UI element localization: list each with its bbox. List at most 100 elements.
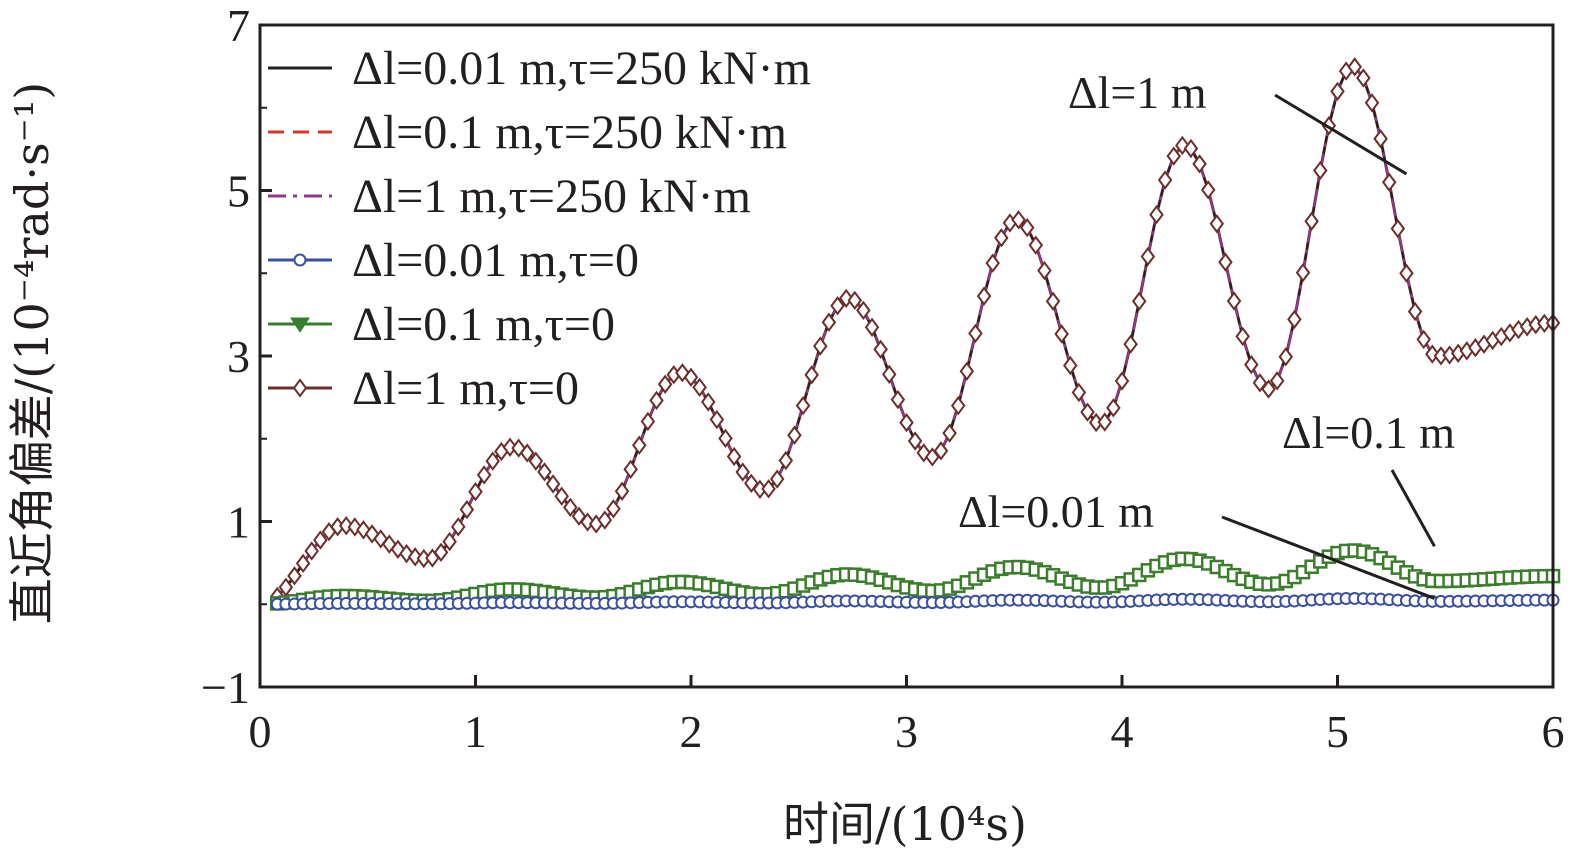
data-point-diamond [623,459,638,479]
annotation-layer: Δl=1 m Δl=0.1 m Δl=0.01 m [958,67,1455,600]
data-point-diamond [830,296,845,316]
data-point-diamond [847,290,863,311]
data-point-diamond [726,446,742,467]
data-point-diamond [813,336,828,356]
data-point-diamond [1381,172,1397,192]
data-point-diamond [1356,68,1371,88]
data-point-diamond [873,339,888,360]
data-point-triangle [290,317,310,333]
data-point-diamond [304,541,319,561]
legend-item: Δl=0.1 m,τ=0 [268,298,615,351]
data-point-diamond [1097,412,1113,432]
x-tick-label: 0 [249,706,272,757]
data-point-diamond [968,323,983,344]
data-point-diamond [1209,214,1225,234]
x-tick-label: 5 [1326,706,1349,757]
data-point-diamond [485,451,500,471]
y-axis-title: 直近角偏差/(10⁻⁴rad·s⁻¹) [5,82,59,624]
data-point-diamond [1373,129,1388,149]
data-point-diamond [640,411,656,432]
data-point-diamond [1037,260,1052,281]
data-point-diamond [519,443,535,463]
data-point-diamond [614,481,630,501]
data-point-diamond [1425,344,1440,364]
legend: Δl=0.01 m,τ=250 kN·m Δl=0.1 m,τ=250 kN·m Δ… [268,42,811,415]
data-point-diamond [1166,146,1181,166]
data-point-diamond [709,409,725,430]
data-point-diamond [459,499,475,520]
x-tick-label: 1 [464,706,487,757]
data-point-diamond [735,462,750,482]
data-point-diamond [468,482,483,502]
data-point-diamond [554,486,569,506]
data-point-diamond [537,462,552,482]
data-point-diamond [502,437,518,457]
data-point-diamond [1054,324,1069,344]
x-axis-title: 时间/(10⁴s) [783,797,1027,851]
data-point-diamond [563,497,578,518]
annotation-label: Δl=0.01 m [958,486,1154,537]
data-point-diamond [856,300,871,321]
data-point-circle [293,253,307,267]
y-tick-label: 3 [227,331,250,382]
data-point-diamond [1330,81,1345,102]
data-point-diamond [1011,210,1026,230]
series--l-0-01-m [270,591,1560,611]
data-point-diamond [1287,309,1302,330]
data-point-diamond [287,566,302,586]
legend-label: Δl=1 m,τ=250 kN·m [352,170,751,223]
data-point-diamond [1063,355,1078,376]
x-tick-label: 6 [1542,706,1565,757]
data-point-diamond [985,253,1000,273]
series--l-1-m [269,57,1561,607]
data-point-diamond [700,392,716,412]
data-point-diamond [292,378,308,398]
data-point-diamond [1192,154,1207,174]
data-point-diamond [1244,354,1259,375]
data-point-diamond [1226,291,1242,311]
data-point-diamond [657,374,673,394]
legend-label: Δl=0.1 m,τ=0 [352,298,615,351]
x-tick-label: 3 [895,706,918,757]
y-tick-label: −1 [201,662,250,713]
data-point-diamond [882,364,897,384]
data-point-diamond [1200,180,1216,200]
legend-label: Δl=0.01 m,τ=250 kN·m [352,42,811,95]
data-point-diamond [890,389,906,410]
data-point-diamond [1295,262,1311,283]
annotation-leader [1274,93,1408,176]
data-point-diamond [778,450,794,471]
data-point-diamond [1114,371,1130,391]
data-point-diamond [787,425,802,445]
y-tick-label: 5 [227,166,250,217]
data-point-diamond [1364,93,1380,113]
annotation-leader [1390,469,1436,548]
data-point-diamond [1028,235,1044,255]
data-point-diamond [1269,371,1285,391]
data-point-diamond [451,517,466,537]
data-point-diamond [1261,379,1276,399]
data-point-diamond [907,431,923,451]
data-point-diamond [1278,347,1294,367]
data-point-diamond [950,395,966,416]
data-point-diamond [1390,218,1406,239]
data-point-diamond [1045,291,1061,311]
data-point-diamond [476,465,492,485]
data-point-diamond [1407,301,1423,322]
y-tick-label: 7 [227,0,250,51]
data-point-diamond [761,479,776,499]
data-point-diamond [769,469,785,489]
legend-label: Δl=0.1 m,τ=250 kN·m [352,106,787,159]
data-point-diamond [718,428,733,449]
data-point-diamond [313,530,328,550]
data-point-diamond [899,412,914,433]
legend-item: Δl=1 m,τ=250 kN·m [268,170,751,223]
data-point-diamond [821,312,837,332]
data-point-diamond [683,367,699,387]
data-point-diamond [692,377,707,397]
data-point-diamond [1313,160,1328,181]
data-point-diamond [1106,398,1121,418]
data-point-diamond [1140,246,1156,267]
data-point-diamond [864,317,880,337]
data-point-diamond [433,542,449,563]
